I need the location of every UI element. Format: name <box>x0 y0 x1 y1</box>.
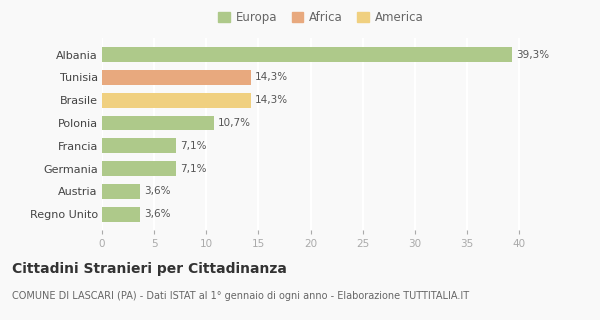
Bar <box>102 138 176 153</box>
Bar <box>102 161 176 176</box>
Legend: Europa, Africa, America: Europa, Africa, America <box>214 6 428 29</box>
Bar <box>102 207 140 222</box>
Bar <box>102 47 512 62</box>
Text: 14,3%: 14,3% <box>256 72 289 82</box>
Text: 3,6%: 3,6% <box>144 187 170 196</box>
Text: 7,1%: 7,1% <box>180 164 207 174</box>
Bar <box>102 116 214 131</box>
Text: Cittadini Stranieri per Cittadinanza: Cittadini Stranieri per Cittadinanza <box>12 262 287 276</box>
Bar <box>102 184 140 199</box>
Text: 14,3%: 14,3% <box>256 95 289 105</box>
Bar <box>102 93 251 108</box>
Text: 39,3%: 39,3% <box>516 50 549 60</box>
Text: 7,1%: 7,1% <box>180 141 207 151</box>
Bar <box>102 70 251 85</box>
Text: 10,7%: 10,7% <box>218 118 251 128</box>
Text: 3,6%: 3,6% <box>144 209 170 219</box>
Text: COMUNE DI LASCARI (PA) - Dati ISTAT al 1° gennaio di ogni anno - Elaborazione TU: COMUNE DI LASCARI (PA) - Dati ISTAT al 1… <box>12 291 469 301</box>
